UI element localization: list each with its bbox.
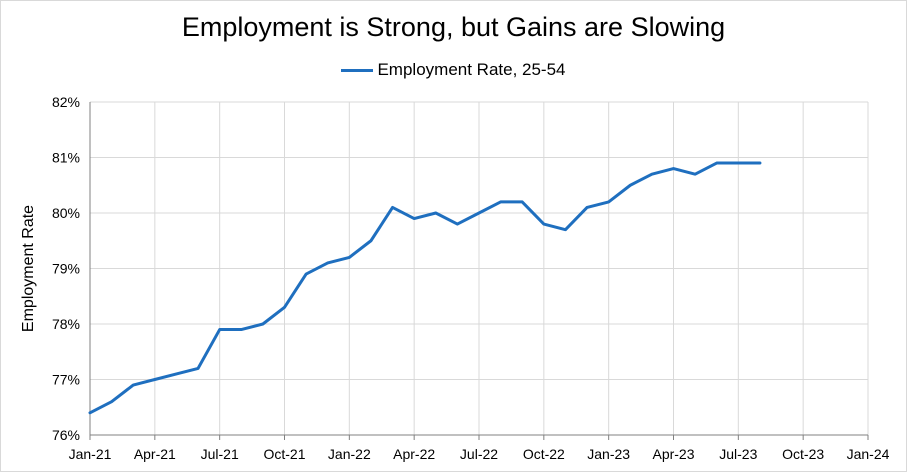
- x-tick-label: Apr-22: [393, 446, 435, 462]
- data-point: [369, 239, 373, 242]
- x-tick-label: Oct-21: [263, 446, 305, 462]
- series-line-employment-rate: [88, 161, 762, 415]
- data-point: [564, 228, 567, 231]
- data-point: [304, 272, 308, 276]
- x-tick-label: Apr-23: [652, 446, 694, 462]
- data-point: [326, 261, 329, 265]
- y-tick-label: 79%: [52, 261, 80, 277]
- data-point: [521, 200, 524, 204]
- data-point: [585, 206, 589, 209]
- y-axis-ticks: 76% 77% 78% 79% 80% 81% 82%: [52, 94, 80, 443]
- x-tick-label: Apr-21: [134, 446, 176, 462]
- data-point: [758, 161, 762, 165]
- x-tick-label: Jul-21: [201, 446, 239, 462]
- x-tick-label: Jan-21: [69, 446, 112, 462]
- data-point: [132, 383, 135, 387]
- legend-swatch: [341, 68, 374, 72]
- legend-label: Employment Rate, 25-54: [377, 60, 566, 79]
- y-tick-label: 77%: [52, 372, 80, 388]
- chart-title: Employment is Strong, but Gains are Slow…: [181, 12, 726, 42]
- x-tick-label: Oct-22: [523, 446, 565, 462]
- x-tick-label: Jul-23: [719, 446, 757, 462]
- x-tick-label: Oct-23: [782, 446, 824, 462]
- y-tick-label: 80%: [52, 205, 80, 221]
- data-point: [542, 222, 546, 226]
- data-point: [477, 211, 481, 215]
- axes: [89, 102, 869, 440]
- data-point: [391, 206, 394, 209]
- y-tick-label: 78%: [52, 316, 80, 332]
- data-point: [153, 378, 157, 381]
- data-point: [693, 172, 697, 176]
- data-point: [737, 161, 740, 165]
- data-point: [240, 328, 243, 331]
- y-tick-label: 76%: [52, 427, 80, 443]
- x-tick-label: Jan-22: [328, 446, 371, 462]
- data-point: [715, 161, 718, 165]
- data-point: [283, 306, 286, 309]
- data-point: [261, 322, 265, 326]
- series-layer: [88, 161, 762, 415]
- data-point: [348, 256, 351, 259]
- data-point: [110, 400, 113, 403]
- legend: Employment Rate, 25-54: [0, 60, 907, 80]
- data-point: [218, 328, 221, 331]
- data-point: [650, 172, 654, 176]
- data-point: [499, 200, 502, 204]
- data-point: [88, 411, 92, 414]
- data-point: [412, 217, 416, 220]
- y-tick-label: 81%: [52, 150, 80, 166]
- grid: [90, 101, 869, 435]
- data-point: [434, 211, 437, 215]
- data-point: [672, 167, 675, 170]
- data-point: [196, 367, 200, 370]
- data-point: [607, 200, 610, 204]
- y-axis-label: Employment Rate: [20, 205, 37, 332]
- data-point: [456, 222, 459, 226]
- x-axis-ticks: Jan-21 Apr-21 Jul-21 Oct-21 Jan-22 Apr-22 Jul-…: [69, 446, 890, 462]
- x-tick-label: Jan-23: [587, 446, 630, 462]
- y-tick-label: 82%: [52, 94, 80, 110]
- data-point: [629, 184, 632, 187]
- data-point: [175, 372, 178, 376]
- x-tick-label: Jan-24: [847, 446, 890, 462]
- x-tick-label: Jul-22: [460, 446, 498, 462]
